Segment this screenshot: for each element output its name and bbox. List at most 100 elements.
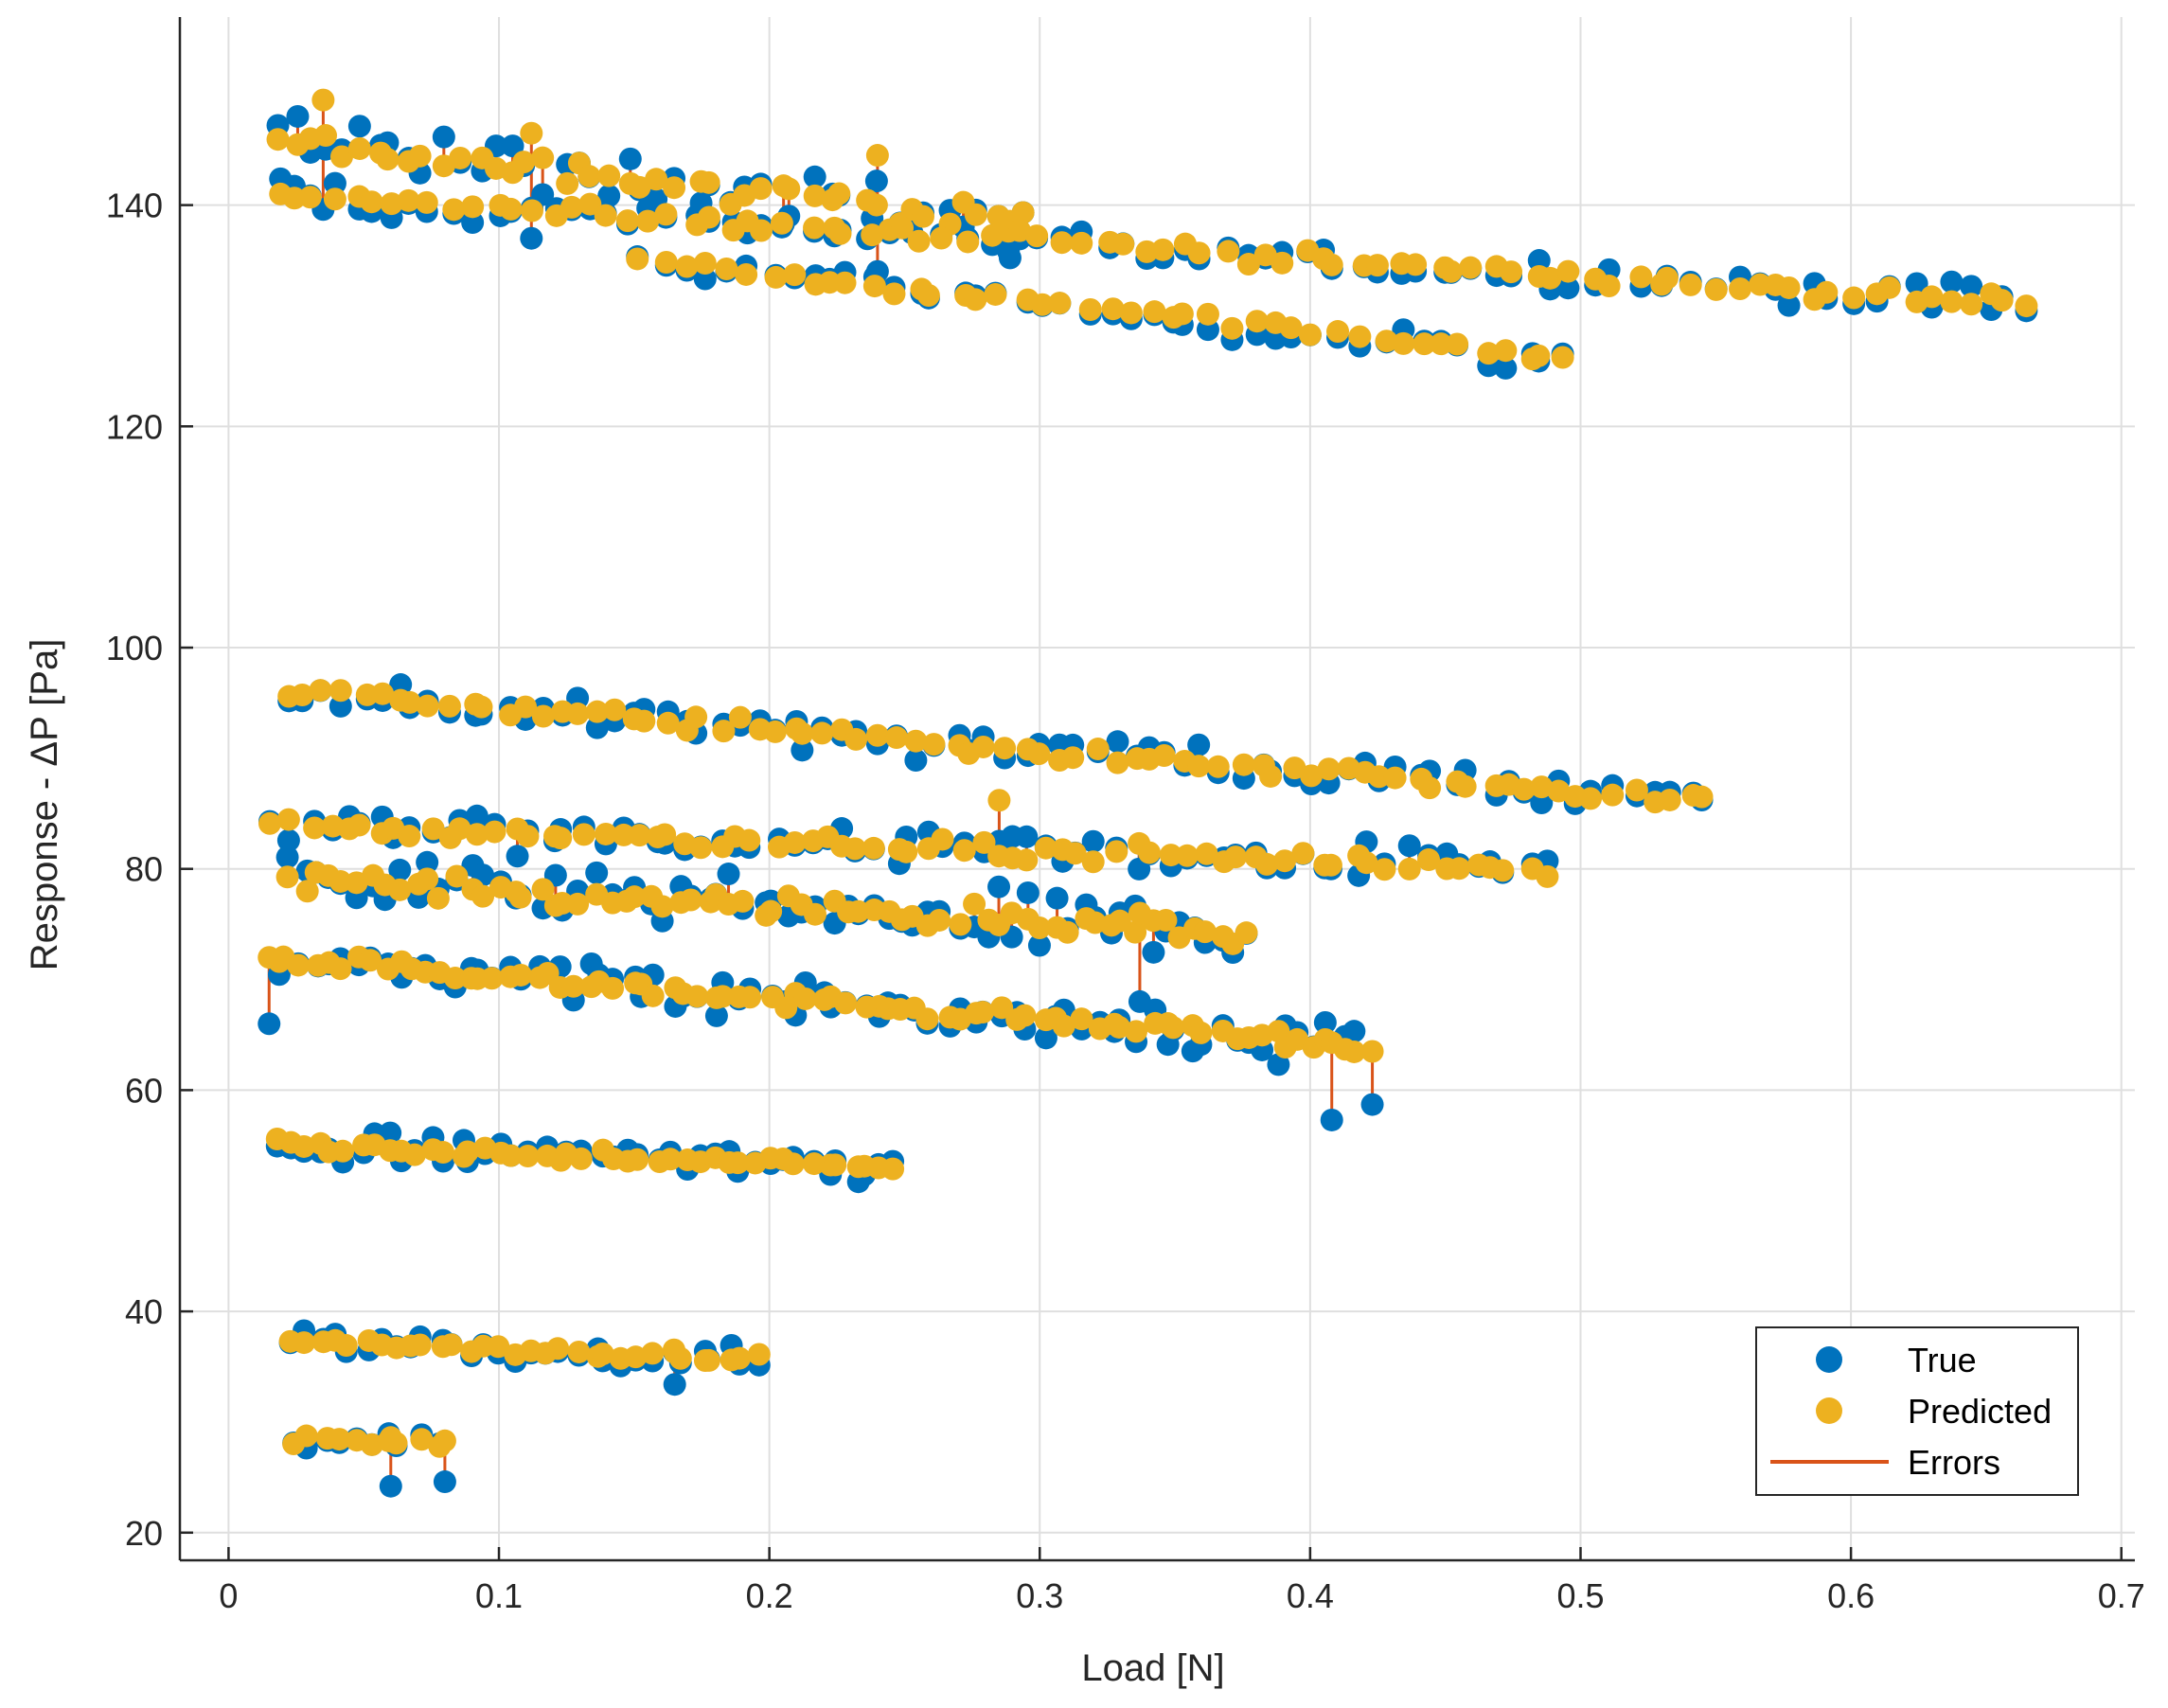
predicted-point — [445, 864, 469, 888]
predicted-point — [1704, 277, 1728, 301]
true-point — [803, 165, 826, 188]
predicted-point — [827, 182, 851, 205]
predicted-point — [531, 878, 555, 901]
y-tick-label: 120 — [106, 407, 163, 446]
predicted-point — [679, 888, 702, 912]
predicted-point — [585, 700, 609, 723]
predicted-point — [347, 813, 371, 837]
predicted-point — [654, 203, 678, 226]
predicted-point — [398, 825, 421, 848]
y-tick-label: 100 — [106, 629, 163, 667]
predicted-point — [1679, 273, 1702, 296]
predicted-point — [1108, 1015, 1131, 1039]
predicted-point — [597, 164, 621, 187]
predicted-point — [1034, 836, 1057, 860]
predicted-point — [791, 721, 814, 745]
predicted-point — [1027, 742, 1051, 766]
predicted-point — [1175, 844, 1199, 867]
predicted-point — [1189, 1021, 1213, 1044]
predicted-point — [578, 165, 601, 188]
predicted-point — [328, 1428, 351, 1451]
legend-predicted-label: Predicted — [1908, 1392, 2052, 1431]
predicted-point — [675, 255, 699, 278]
true-point — [433, 1470, 456, 1494]
true-point — [1556, 276, 1580, 300]
predicted-point — [294, 1424, 318, 1448]
predicted-point — [697, 170, 720, 194]
predicted-point — [802, 1152, 826, 1176]
predicted-point — [295, 880, 319, 903]
predicted-point — [1070, 231, 1093, 255]
true-point — [1313, 1010, 1337, 1034]
true-point — [663, 1373, 686, 1397]
predicted-point — [1556, 259, 1580, 283]
predicted-point — [1326, 320, 1350, 344]
predicted-point — [572, 823, 595, 846]
predicted-point — [1500, 260, 1523, 284]
predicted-point — [311, 88, 335, 112]
predicted-point — [1375, 329, 1398, 353]
legend: True Predicted Errors — [1755, 1326, 2079, 1496]
predicted-point — [347, 136, 371, 160]
predicted-point — [861, 223, 884, 247]
predicted-point — [2015, 294, 2038, 318]
predicted-point — [601, 976, 625, 1000]
predicted-point — [1255, 852, 1279, 876]
predicted-point — [397, 188, 420, 212]
predicted-point — [833, 271, 857, 294]
predicted-point — [1111, 232, 1135, 256]
predicted-point — [258, 811, 281, 835]
predicted-point — [645, 168, 668, 191]
true-point — [717, 863, 740, 886]
predicted-point — [1494, 339, 1518, 363]
true-point — [618, 147, 642, 170]
predicted-point — [388, 878, 412, 901]
predicted-point — [1551, 346, 1574, 369]
predicted-point — [728, 1346, 752, 1370]
predicted-point — [1298, 323, 1322, 347]
true-point — [1187, 733, 1211, 756]
true-point — [1034, 1026, 1057, 1050]
predicted-point — [891, 216, 915, 240]
predicted-point — [963, 892, 986, 916]
predicted-point — [1125, 1020, 1148, 1043]
predicted-point — [971, 735, 995, 758]
predicted-point — [1373, 858, 1396, 881]
predicted-point — [508, 885, 532, 909]
predicted-point — [783, 830, 807, 854]
predicted-point — [258, 946, 281, 970]
predicted-point — [465, 823, 489, 846]
true-point — [1360, 1093, 1384, 1116]
predicted-point — [615, 209, 639, 233]
predicted-point — [591, 1343, 614, 1366]
predicted-point — [1048, 292, 1072, 315]
predicted-point — [882, 282, 906, 306]
predicted-point — [1512, 777, 1536, 801]
predicted-point — [1143, 300, 1166, 324]
predicted-point — [455, 1140, 479, 1164]
predicted-point — [470, 695, 493, 719]
predicted-point — [1271, 251, 1294, 275]
predicted-point — [266, 128, 290, 151]
predicted-point — [371, 682, 395, 705]
true-point — [987, 875, 1011, 898]
predicted-point — [777, 177, 801, 201]
predicted-point — [738, 986, 762, 1009]
predicted-point — [956, 230, 980, 254]
true-point — [1940, 270, 1964, 294]
predicted-point — [293, 1331, 316, 1355]
predicted-point — [1245, 310, 1269, 333]
predicted-point — [1124, 920, 1147, 944]
true-point — [597, 184, 621, 207]
predicted-point — [1279, 316, 1303, 340]
predicted-point — [1383, 766, 1407, 790]
predicted-point — [881, 1157, 905, 1181]
predicted-point — [287, 953, 311, 977]
predicted-point — [416, 694, 439, 718]
predicted-point — [1273, 849, 1297, 873]
true-point — [432, 125, 455, 149]
true-point — [501, 134, 524, 158]
predicted-point — [1815, 280, 1839, 304]
true-point — [1128, 989, 1151, 1013]
predicted-point — [803, 184, 826, 207]
